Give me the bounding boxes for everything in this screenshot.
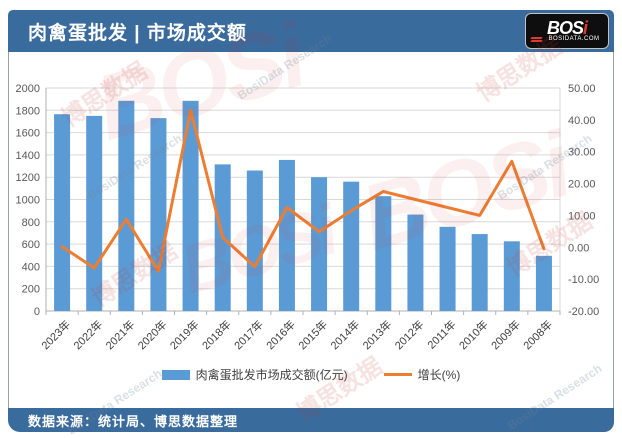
- left-axis-tick-label: 1800: [16, 105, 40, 117]
- bar-2019年: [182, 100, 199, 311]
- left-axis-tick-label: 1600: [16, 128, 40, 140]
- x-axis-label-2017年: 2017年: [231, 317, 266, 352]
- x-axis-label-2018年: 2018年: [199, 317, 234, 352]
- bar-2012年: [407, 214, 424, 311]
- x-axis-label-2022年: 2022年: [70, 317, 105, 352]
- left-axis-tick-label: 0: [34, 306, 40, 318]
- bar-2017年: [246, 170, 263, 311]
- x-axis-label-2009年: 2009年: [488, 317, 523, 352]
- legend-item-line-series: 增长(%): [383, 366, 461, 383]
- bar-2009年: [503, 241, 520, 311]
- x-axis-label-2015年: 2015年: [295, 317, 330, 352]
- left-axis-tick-label: 800: [22, 217, 40, 229]
- bar-2020年: [150, 118, 167, 311]
- bar-2013年: [375, 196, 392, 311]
- right-axis-tick-label: 0.00: [568, 242, 589, 254]
- bar-2010年: [471, 234, 488, 311]
- bar-2008年: [535, 255, 552, 311]
- bar-2011年: [439, 226, 456, 311]
- left-axis-tick-label: 1200: [16, 172, 40, 184]
- source-footer-text: 数据来源：统计局、博思数据整理: [28, 413, 239, 429]
- chart-legend: 肉禽蛋批发市场成交额(亿元) 增长(%): [9, 366, 613, 383]
- bar-2014年: [343, 181, 360, 311]
- right-axis-tick-label: 50.00: [568, 83, 596, 95]
- legend-line-label: 增长(%): [417, 368, 461, 382]
- brand-logo: BOSi BOSIDATA.COM: [525, 13, 609, 49]
- left-axis-tick-label: 2000: [16, 83, 40, 95]
- x-axis-label-2016年: 2016年: [263, 317, 298, 352]
- left-axis-tick-label: 1400: [16, 150, 40, 162]
- x-axis-label-2021年: 2021年: [102, 317, 137, 352]
- bar-2022年: [86, 115, 103, 311]
- x-axis-label-2013年: 2013年: [359, 317, 394, 352]
- x-axis-label-2012年: 2012年: [392, 317, 427, 352]
- legend-line-swatch-icon: [383, 373, 412, 376]
- page-title: 肉禽蛋批发 | 市场成交额: [28, 22, 247, 44]
- left-axis-tick-label: 200: [22, 284, 40, 296]
- right-axis-tick-label: -20.00: [568, 306, 599, 318]
- right-axis-tick-label: 40.00: [568, 115, 596, 127]
- x-axis-label-2010年: 2010年: [456, 317, 491, 352]
- bar-2023年: [54, 114, 71, 311]
- chart-region: 2000 1800 1600 1400 1200 1000 800 600 400 200 0 50.…: [8, 52, 614, 408]
- brand-logo-stripes-icon: [530, 35, 543, 42]
- legend-item-bar-series: 肉禽蛋批发市场成交额(亿元): [161, 366, 348, 383]
- right-axis-tick-label: 20.00: [568, 179, 596, 191]
- brand-logo-main: BOS: [546, 18, 584, 38]
- left-axis-tick-label: 400: [22, 261, 40, 273]
- x-axis-label-2019年: 2019年: [167, 317, 202, 352]
- brand-logo-text: BOSi: [546, 18, 588, 38]
- right-axis-tick-label: 30.00: [568, 147, 596, 159]
- header-bar: 肉禽蛋批发 | 市场成交额 BOSi BOSIDATA.COM: [8, 10, 614, 52]
- x-axis-label-2008年: 2008年: [520, 317, 555, 352]
- bar-2021年: [118, 100, 135, 311]
- right-axis-tick-label: 10.00: [568, 210, 596, 222]
- left-axis-tick-label: 600: [22, 239, 40, 251]
- x-axis-label-2014年: 2014年: [327, 317, 362, 352]
- legend-bar-swatch-icon: [161, 369, 190, 380]
- legend-bar-label: 肉禽蛋批发市场成交额(亿元): [195, 368, 348, 382]
- right-axis-tick-label: -10.00: [568, 274, 599, 286]
- brand-logo-accent: i: [583, 18, 588, 38]
- growth-line: [60, 108, 546, 273]
- bar-2016年: [278, 159, 295, 311]
- x-axis-label-2020年: 2020年: [135, 317, 170, 352]
- x-axis-label-2011年: 2011年: [424, 317, 458, 351]
- bar-2015年: [311, 177, 328, 311]
- x-axis-label-2023年: 2023年: [38, 317, 73, 352]
- source-footer: 数据来源：统计局、博思数据整理: [8, 408, 614, 432]
- chart-canvas: 200018001600140012001000800600400200050.…: [16, 83, 600, 352]
- left-axis-tick-label: 1000: [16, 195, 40, 207]
- brand-logo-subtext: BOSIDATA.COM: [548, 36, 600, 42]
